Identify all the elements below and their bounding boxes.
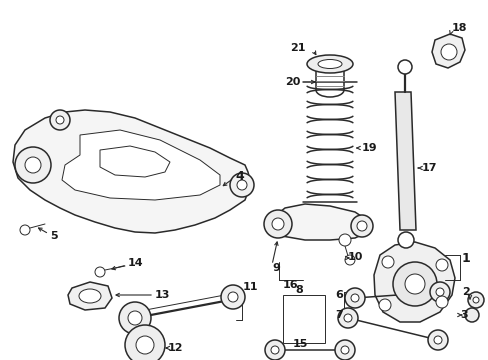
Circle shape [264,340,285,360]
Circle shape [404,274,424,294]
Text: 9: 9 [271,263,279,273]
Circle shape [343,314,351,322]
Circle shape [271,218,284,230]
Text: 13: 13 [155,290,170,300]
Circle shape [15,147,51,183]
Text: 15: 15 [292,339,308,349]
Polygon shape [68,282,112,310]
Circle shape [270,346,279,354]
Circle shape [397,232,413,248]
Ellipse shape [306,55,352,73]
Circle shape [95,267,105,277]
Circle shape [229,173,253,197]
Text: 5: 5 [50,231,58,241]
Circle shape [20,225,30,235]
Circle shape [467,292,483,308]
Circle shape [25,157,41,173]
Circle shape [350,294,358,302]
Circle shape [435,288,443,296]
Circle shape [334,340,354,360]
Text: 10: 10 [347,252,363,262]
Circle shape [433,336,441,344]
Circle shape [356,221,366,231]
Text: 3: 3 [459,310,467,320]
Circle shape [264,210,291,238]
Circle shape [227,292,238,302]
Text: 20: 20 [285,77,300,87]
Circle shape [381,256,393,268]
Circle shape [221,285,244,309]
Circle shape [56,116,64,124]
Polygon shape [13,110,249,233]
Circle shape [440,44,456,60]
Text: 16: 16 [283,280,298,290]
Text: 1: 1 [461,252,470,265]
Bar [283,295,325,343]
Circle shape [125,325,164,360]
Text: 17: 17 [421,163,437,173]
Polygon shape [394,92,415,230]
Circle shape [337,308,357,328]
Text: 2: 2 [461,287,469,297]
Text: 7: 7 [334,310,342,320]
Circle shape [435,259,447,271]
Circle shape [378,299,390,311]
Circle shape [464,308,478,322]
Circle shape [119,302,151,334]
Polygon shape [373,242,454,322]
Text: 8: 8 [294,285,302,295]
Text: 4: 4 [235,170,243,183]
Ellipse shape [317,59,341,68]
Circle shape [435,296,447,308]
Text: 14: 14 [128,258,143,268]
Circle shape [340,346,348,354]
Text: 19: 19 [361,143,377,153]
Text: 18: 18 [451,23,467,33]
Ellipse shape [79,289,101,303]
Circle shape [350,215,372,237]
Circle shape [50,110,70,130]
Polygon shape [431,34,464,68]
Circle shape [128,311,142,325]
Text: 11: 11 [243,282,258,292]
Polygon shape [100,146,170,177]
Circle shape [345,255,354,265]
Circle shape [429,282,449,302]
Text: 6: 6 [334,290,342,300]
Text: 12: 12 [168,343,183,353]
Text: 21: 21 [289,43,305,53]
Circle shape [427,330,447,350]
Circle shape [136,336,154,354]
Circle shape [472,297,478,303]
Circle shape [338,234,350,246]
Circle shape [345,288,364,308]
Polygon shape [269,204,369,240]
Circle shape [392,262,436,306]
Polygon shape [62,130,220,200]
Circle shape [397,60,411,74]
Circle shape [237,180,246,190]
